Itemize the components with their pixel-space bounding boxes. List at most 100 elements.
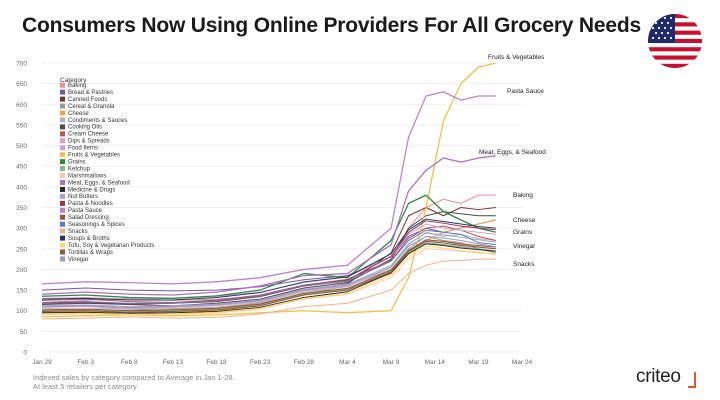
x-tick-label: Mar 14 (425, 359, 446, 366)
legend-swatch (60, 200, 65, 206)
legend-label: Salad Dressing (68, 215, 109, 221)
legend-swatch (60, 193, 65, 199)
criteo-logo: criteo (636, 366, 681, 387)
legend-label: Dips & Spreads (68, 139, 110, 145)
legend-label: Medicine & Drugs (68, 187, 115, 193)
x-tick-label: Feb 23 (250, 359, 271, 366)
x-tick-label: Feb 18 (206, 359, 227, 366)
series-line (41, 223, 496, 300)
legend-label: Soups & Broths (68, 236, 110, 242)
legend-swatch (60, 186, 65, 192)
legend-swatch (60, 131, 65, 137)
y-tick-label: 0 (23, 350, 27, 357)
x-tick-label: Mar 24 (512, 359, 533, 366)
legend-swatch (60, 256, 65, 262)
x-tick-label: Jan 29 (32, 359, 52, 366)
legend-label: Seasonings & Spices (68, 222, 125, 228)
series-annotation: Snacks (513, 261, 535, 268)
series-line (41, 220, 496, 305)
legend-label: Pasta & Noodles (68, 201, 113, 207)
series-line (41, 239, 496, 312)
x-tick-label: Feb 3 (77, 359, 94, 366)
series-annotation: Grains (513, 229, 533, 236)
footnote: Indexed sales by category compared to Av… (33, 373, 235, 391)
legend-label: Fruits & Vegetables (68, 153, 120, 159)
y-tick-label: 450 (16, 164, 27, 171)
legend-label: Tortillas & Wraps (68, 250, 113, 256)
x-tick-label: Mar 9 (383, 359, 400, 366)
legend-swatch (60, 96, 65, 102)
y-tick-label: 700 (16, 61, 27, 68)
y-tick-label: 500 (16, 143, 27, 150)
series-annotation: Cheese (513, 217, 536, 224)
y-tick-label: 150 (16, 288, 27, 295)
legend-swatch (60, 159, 65, 165)
legend-swatch (60, 228, 65, 234)
series-line (41, 243, 496, 314)
legend-label: Cream Cheese (68, 132, 109, 138)
legend-label: Grains (68, 159, 86, 165)
series-annotation: Vinegar (513, 243, 536, 250)
y-tick-label: 50 (20, 329, 28, 336)
series-line (41, 232, 496, 308)
legend-label: Ketchup (68, 166, 91, 172)
legend-label: Bread & Pastries (68, 90, 113, 96)
legend-swatch (60, 235, 65, 241)
y-tick-label: 350 (16, 205, 27, 212)
series-annotation: Baking (513, 192, 533, 199)
legend-label: Condiments & Sauces (68, 118, 127, 124)
legend-swatch (60, 138, 65, 144)
series-line (41, 240, 496, 310)
legend-label: Baking (68, 83, 86, 89)
legend-swatch (60, 214, 65, 220)
legend-swatch (60, 180, 65, 185)
series-line (41, 211, 496, 307)
legend-swatch (60, 82, 65, 88)
legend-label: Nut Butters (68, 194, 98, 200)
y-tick-label: 100 (16, 308, 27, 315)
legend-swatch (60, 145, 65, 151)
y-tick-label: 200 (16, 267, 27, 274)
x-tick-label: Feb 28 (294, 359, 315, 366)
legend-title: Category (60, 77, 87, 84)
legend-swatch (60, 110, 65, 116)
y-tick-label: 600 (16, 102, 27, 109)
series-line (41, 91, 496, 285)
series-line (41, 218, 496, 301)
legend-label: Cereal & Granola (68, 104, 115, 110)
us-flag-icon (648, 14, 702, 68)
x-tick-label: Feb 13 (163, 359, 184, 366)
y-tick-label: 250 (16, 246, 27, 253)
legend-swatch (60, 173, 65, 179)
page-title: Consumers Now Using Online Providers For… (22, 14, 641, 37)
legend-swatch (60, 166, 65, 172)
legend-label: Pasta Sauce (68, 208, 103, 214)
series-annotation: Fruits & Vegetables (488, 54, 545, 61)
x-tick-label: Mar 19 (468, 359, 489, 366)
legend-swatch (60, 242, 65, 248)
y-tick-label: 300 (16, 226, 27, 233)
series-annotation: Pasta Sauce (507, 88, 544, 95)
series-line (41, 155, 496, 296)
legend-swatch (60, 249, 65, 255)
legend-label: Marshmallows (68, 173, 106, 179)
footnote-line-1: Indexed sales by category compared to Av… (33, 373, 235, 382)
legend-swatch (60, 207, 65, 213)
series-annotation: Meat, Eggs, & Seafood (479, 149, 546, 156)
y-tick-label: 650 (16, 81, 27, 88)
legend-label: Snacks (68, 229, 88, 235)
series-line (41, 229, 496, 304)
series-line (41, 258, 496, 320)
legend-swatch (60, 124, 65, 130)
legend-swatch (60, 103, 65, 109)
legend-label: Cooking Oils (68, 125, 102, 131)
x-tick-label: Mar 4 (339, 359, 356, 366)
legend-label: Tofu, Soy & Vegetarian Products (68, 243, 154, 249)
criteo-logo-mark (688, 372, 696, 388)
legend-label: Meat, Eggs, & Seafood (68, 180, 130, 186)
series-line (41, 235, 496, 308)
legend-swatch (60, 117, 65, 123)
legend-label: Food Items (68, 146, 98, 152)
series-line (41, 245, 496, 316)
